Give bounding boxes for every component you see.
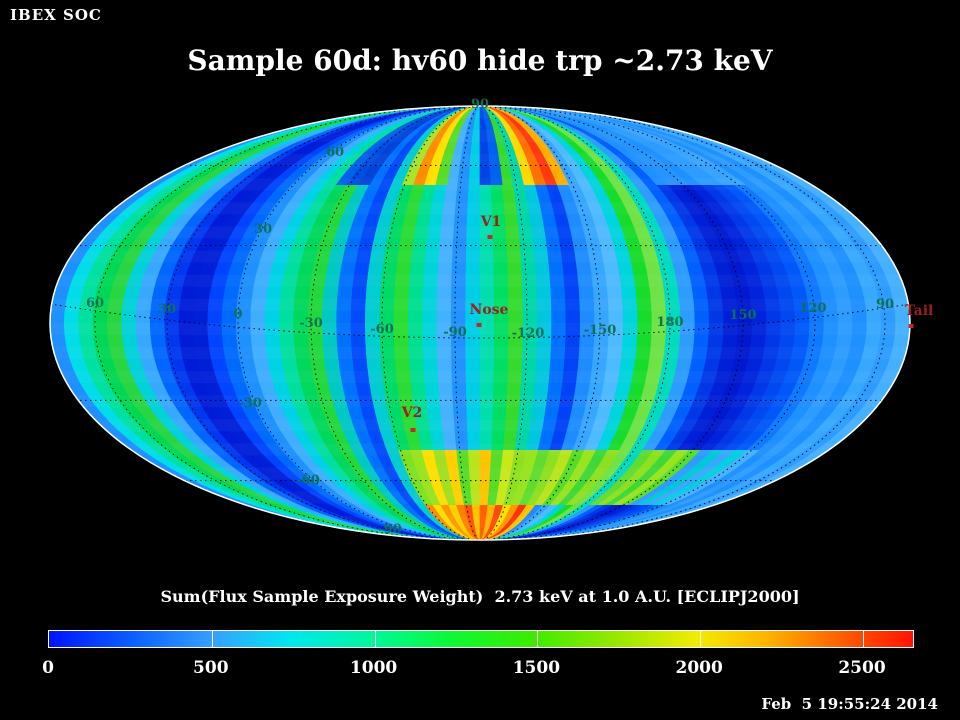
grid-label: -90 (443, 325, 467, 340)
marker-square (908, 324, 914, 328)
grid-label: 30 (254, 222, 272, 237)
colorbar-caption: Sum(Flux Sample Exposure Weight) 2.73 ke… (160, 587, 800, 606)
sky-map: 90 60 30 -30 -60 -90 60 30 0 -30 -60 -90 -120 -150 180… (49, 97, 934, 541)
grid-label: 60 (326, 145, 344, 160)
grid-label: 150 (729, 308, 756, 323)
colorbar-tick-label: 1000 (349, 658, 398, 678)
grid-label: 90 (471, 97, 489, 112)
map-cap-zone (379, 505, 581, 540)
colorbar-tick-label: 2000 (675, 658, 723, 678)
map-rim (49, 105, 911, 541)
marker-square (487, 235, 493, 239)
colorbar-tick-label: 500 (193, 658, 229, 678)
grid-label: 30 (158, 302, 176, 317)
grid-label: -120 (512, 326, 545, 341)
colorbar-tick (863, 631, 864, 647)
grid-label: -90 (378, 522, 402, 537)
app-label: IBEX SOC (10, 6, 102, 24)
marker-label: V1 (480, 214, 502, 230)
marker-label: V2 (401, 405, 423, 421)
colorbar-tick (211, 631, 213, 647)
marker-square (476, 323, 482, 327)
marker-square (410, 428, 416, 432)
grid-label: 180 (656, 315, 683, 330)
colorbar-tick-label: 2500 (838, 658, 886, 678)
grid-label: -150 (584, 323, 617, 338)
map-body (50, 106, 910, 540)
marker-label: Nose (470, 302, 509, 318)
grid-label: 60 (86, 296, 104, 311)
grid-label: 90 (876, 297, 894, 312)
map-grid-labels: 90 60 30 -30 -60 -90 60 30 0 -30 -60 -90 -120 -150 180… (86, 97, 894, 537)
colorbar-tick (374, 631, 376, 647)
grid-label: -30 (299, 316, 323, 331)
grid-label: 0 (233, 307, 242, 322)
colorbar-tick (537, 631, 539, 647)
colorbar (48, 630, 914, 648)
colorbar-tick-label: 0 (42, 658, 54, 678)
map-cap-zone (293, 106, 825, 185)
grid-label: 120 (799, 301, 826, 316)
colorbar-tick-label: 1500 (512, 658, 561, 678)
grid-label: -60 (296, 473, 320, 488)
marker-label: Tail (905, 303, 934, 319)
map-markers: V1 Nose V2 Tail (401, 214, 934, 432)
map-graticule (50, 106, 910, 540)
grid-label: -60 (370, 322, 394, 337)
page-title: Sample 60d: hv60 hide trp ~2.73 keV (187, 44, 773, 77)
map-lunes (50, 106, 910, 540)
timestamp: Feb 5 19:55:24 2014 (761, 695, 938, 713)
colorbar-tick (700, 631, 702, 647)
grid-label: -30 (238, 396, 262, 411)
sky-map-svg: 90 60 30 -30 -60 -90 60 30 0 -30 -60 -90 -120 -150 180… (49, 97, 934, 541)
